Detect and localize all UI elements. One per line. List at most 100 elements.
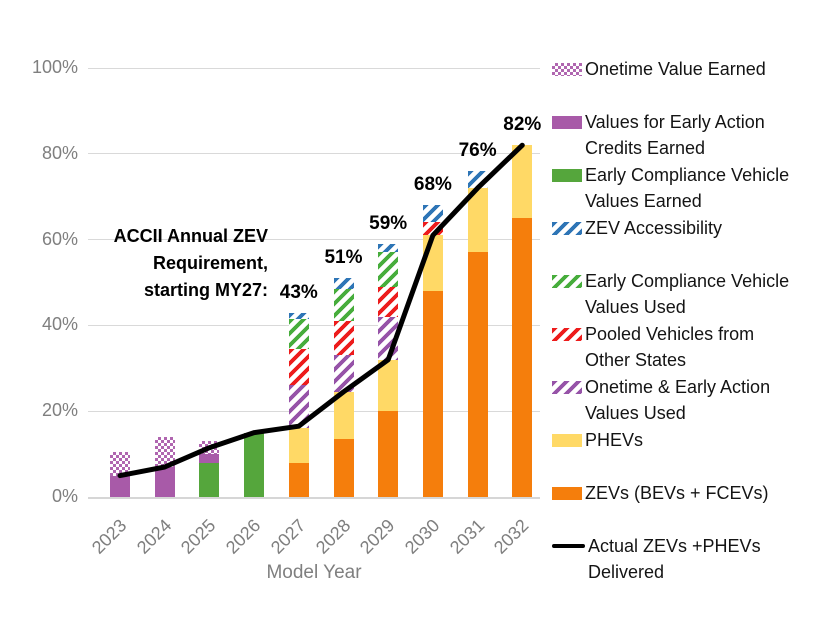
- bar-segment: [288, 428, 309, 463]
- legend-label-line: Values Used: [585, 297, 686, 317]
- legend-label: Onetime Value Earned: [585, 56, 766, 82]
- y-axis-tick-label: 40%: [41, 314, 78, 335]
- legend-swatch-line: [552, 544, 585, 548]
- legend-swatch-checker: [552, 63, 582, 76]
- bar-segment: [154, 466, 175, 497]
- legend-swatch-solid: [552, 116, 582, 129]
- legend-swatch-hatch: [552, 328, 582, 341]
- gridline: [88, 497, 540, 499]
- gridline: [88, 68, 540, 69]
- bar-segment: [199, 441, 220, 455]
- legend-item: Onetime & Early Action Values Used: [552, 374, 824, 427]
- bar-segment: [288, 312, 309, 319]
- legend-label: Early Compliance Vehicle Values Used: [585, 268, 789, 320]
- x-axis-tick-label: 2023: [87, 515, 131, 558]
- legend-label-line: Credits Earned: [585, 138, 706, 158]
- bar-segment: [154, 436, 175, 467]
- legend-label-line: PHEVs: [585, 430, 644, 450]
- legend-label-line: Onetime & Early Action: [585, 377, 771, 397]
- bar-segment: [512, 218, 533, 497]
- legend-item: ZEV Accessibility: [552, 215, 824, 268]
- bar-total-label: 51%: [324, 247, 363, 269]
- x-axis-tick-label: 2030: [400, 515, 444, 558]
- requirement-annotation: ACCII Annual ZEV Requirement, starting M…: [28, 223, 268, 304]
- legend-item: Early Compliance Vehicle Values Used: [552, 268, 824, 321]
- annotation-line-2: Requirement,: [152, 253, 268, 273]
- bar-segment: [333, 439, 354, 497]
- bar-segment: [244, 432, 265, 497]
- bar-segment: [422, 205, 443, 223]
- bar-segment: [467, 252, 488, 497]
- annotation-line-3: starting MY27:: [143, 280, 268, 300]
- bar-segment: [199, 454, 220, 463]
- bar-segment: [333, 278, 354, 289]
- legend-item: Early Compliance Vehicle Values Earned: [552, 162, 824, 215]
- bar-segment: [333, 355, 354, 392]
- legend-swatch-solid: [552, 434, 582, 447]
- bar-total-label: 82%: [503, 114, 542, 136]
- y-axis-tick-label: 60%: [41, 228, 78, 249]
- bar-segment: [467, 188, 488, 253]
- bar-segment: [512, 145, 533, 219]
- legend-label-line: Early Compliance Vehicle: [585, 271, 790, 291]
- y-axis-tick-label: 20%: [41, 400, 78, 421]
- bar-segment: [110, 451, 130, 476]
- annotation-line-1: ACCII Annual ZEV: [113, 226, 268, 246]
- legend-label: Onetime & Early Action Values Used: [585, 374, 770, 426]
- legend-label-line: Pooled Vehicles from: [585, 324, 755, 344]
- legend-label: Actual ZEVs +PHEVs Delivered: [588, 533, 761, 585]
- legend-item: Actual ZEVs +PHEVs Delivered: [552, 533, 824, 586]
- bar-segment: [378, 286, 399, 317]
- legend-item: Values for Early Action Credits Earned: [552, 109, 824, 162]
- bar-segment: [288, 462, 309, 497]
- legend-label: PHEVs: [585, 427, 643, 453]
- bar-segment: [199, 462, 220, 497]
- legend-swatch-hatch: [552, 381, 582, 394]
- legend-label-line: Other States: [585, 350, 687, 370]
- bar-total-label: 43%: [279, 281, 318, 303]
- bar-segment: [378, 243, 399, 253]
- bar-segment: [378, 252, 399, 287]
- bar-segment: [333, 288, 354, 322]
- bar-segment: [110, 475, 130, 497]
- bar-total-label: 59%: [369, 212, 408, 234]
- legend-item: Onetime Value Earned: [552, 56, 824, 109]
- chart-legend: Onetime Value Earned Values for Early Act…: [552, 56, 824, 586]
- legend-item: ZEVs (BEVs + FCEVs): [552, 480, 824, 533]
- bar-segment: [378, 316, 399, 360]
- legend-label: Early Compliance Vehicle Values Earned: [585, 162, 789, 214]
- legend-item: Pooled Vehicles from Other States: [552, 321, 824, 374]
- legend-label-line: Values Used: [585, 403, 686, 423]
- x-axis-tick-label: 2024: [132, 515, 176, 558]
- legend-label-line: Delivered: [588, 562, 665, 582]
- x-axis-tick-label: 2032: [490, 515, 533, 558]
- bar-segment: [333, 391, 354, 440]
- x-axis-tick-label: 2031: [445, 515, 488, 558]
- legend-swatch-solid: [552, 487, 582, 500]
- bar-segment: [288, 318, 309, 349]
- bar-segment: [422, 222, 443, 236]
- x-axis-tick-label: 2025: [177, 515, 220, 558]
- legend-label: ZEV Accessibility: [585, 215, 722, 241]
- bar-segment: [333, 321, 354, 356]
- y-axis-tick-label: 80%: [41, 142, 78, 163]
- legend-label: Values for Early Action Credits Earned: [585, 109, 765, 161]
- y-axis-tick-label: 100%: [31, 57, 78, 77]
- legend-swatch-solid: [552, 169, 582, 182]
- legend-label-line: Values Earned: [585, 191, 702, 211]
- x-axis-title: Model Year: [266, 562, 362, 583]
- y-axis-tick-label: 0%: [51, 486, 78, 506]
- legend-swatch-hatch: [552, 222, 582, 235]
- bar-segment: [378, 359, 399, 412]
- legend-label: ZEVs (BEVs + FCEVs): [585, 480, 769, 506]
- legend-label: Pooled Vehicles from Other States: [585, 321, 754, 373]
- legend-item: PHEVs: [552, 427, 824, 480]
- legend-label-line: Actual ZEVs +PHEVs: [588, 536, 761, 556]
- legend-label-line: ZEVs (BEVs + FCEVs): [585, 483, 769, 503]
- legend-swatch-hatch: [552, 275, 582, 288]
- bar-segment: [422, 235, 443, 292]
- legend-label-line: Values for Early Action: [585, 112, 765, 132]
- legend-label-line: ZEV Accessibility: [585, 218, 723, 238]
- bar-total-label: 76%: [458, 139, 497, 161]
